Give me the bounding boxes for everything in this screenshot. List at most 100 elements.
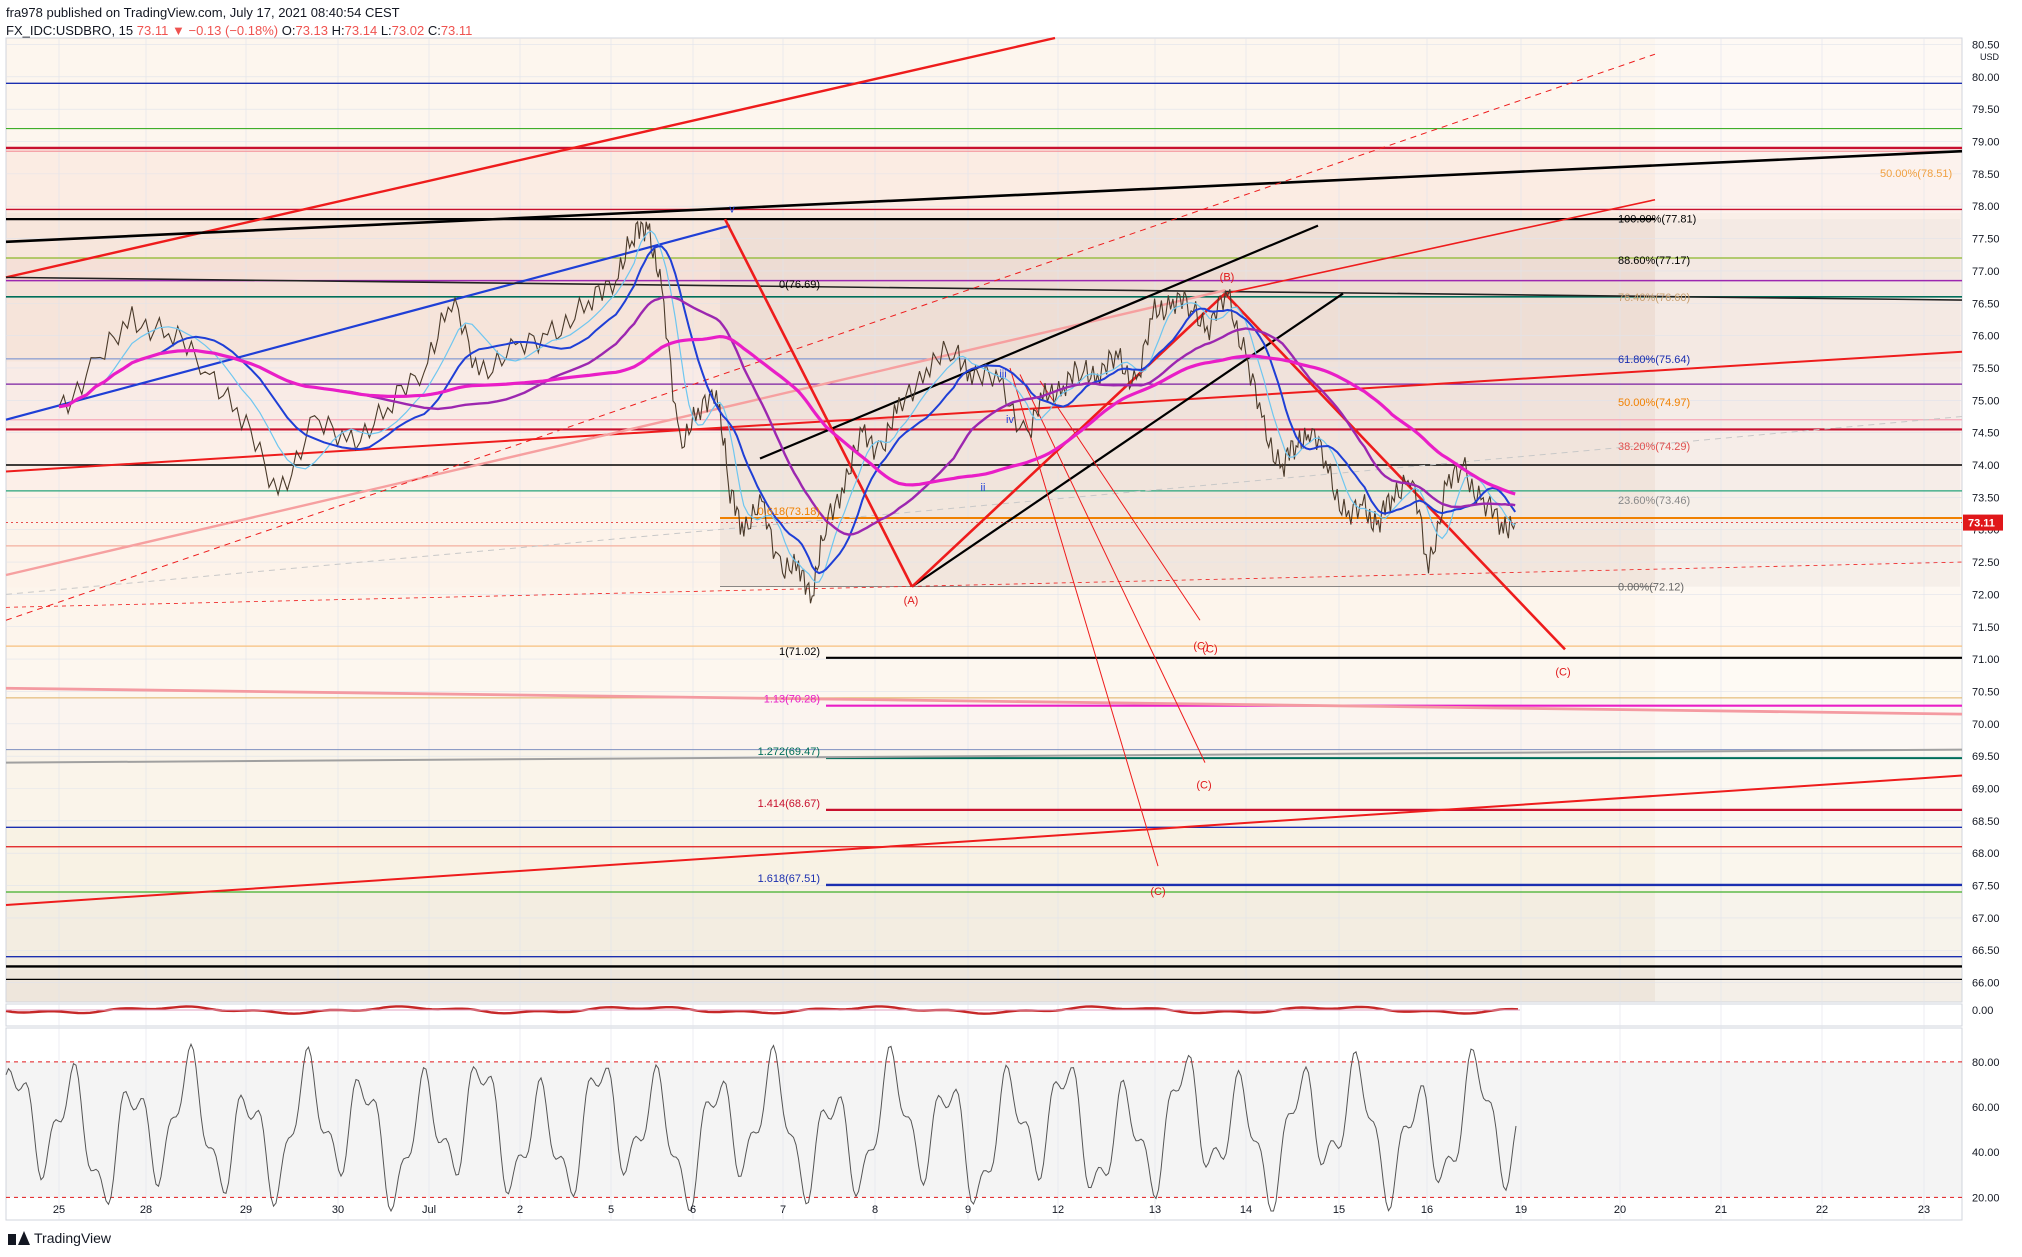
fib-extension-label: 1.618(67.51) — [758, 873, 820, 885]
time-tick-label: 21 — [1715, 1204, 1727, 1216]
trend-line — [1009, 367, 1159, 867]
rsi-tick-label: 20.00 — [1972, 1192, 2000, 1204]
ma-magenta-line — [58, 334, 1516, 496]
price-tick-label: 72.50 — [1972, 557, 2000, 569]
rsi-pane-frame — [5, 1027, 1963, 1221]
last-price-tag — [1963, 514, 2003, 531]
fib-extension-label: 1.272(69.47) — [758, 746, 820, 758]
trend-line — [1039, 380, 1201, 621]
zone-band — [6, 38, 1962, 148]
zone-band — [6, 257, 1962, 297]
rsi-band — [6, 1061, 1962, 1198]
time-tick-label: 2 — [517, 1204, 523, 1216]
fib-extension-label: 0.618(73.18) — [758, 506, 820, 518]
price-tick-label: 66.00 — [1972, 978, 2000, 990]
price-tick-label: 73.50 — [1972, 492, 2000, 504]
trend-line — [5, 149, 1963, 244]
price-tick-label: 67.00 — [1972, 913, 2000, 925]
wave-label: (C) — [1555, 666, 1570, 678]
fib-level-label: 0.00%(72.12) — [1618, 582, 1684, 594]
time-tick-label: 16 — [1421, 1204, 1433, 1216]
wave-label: (C) — [1150, 886, 1165, 898]
time-tick-label: 14 — [1240, 1204, 1252, 1216]
time-tick-label: 25 — [53, 1204, 65, 1216]
future-zone — [1655, 38, 1962, 1002]
drawing-layer[interactable] — [5, 36, 1963, 980]
price-tick-label: 69.50 — [1972, 751, 2000, 763]
zone-band — [6, 296, 1962, 362]
time-tick-label: Jul — [422, 1204, 436, 1216]
high-value: 73.14 — [344, 23, 378, 38]
wave-label: (C) — [1193, 640, 1208, 652]
price-tick-label: 75.00 — [1972, 395, 2000, 407]
publish-info: fra978 published on TradingView.com, Jul… — [6, 5, 400, 20]
axis-layer: 66.00 66.50 67.00 67.50 68.00 68.50 69.00 69.50… — [53, 39, 2003, 1216]
currency-label: USD — [1980, 52, 2000, 62]
price-tick-label: 79.00 — [1972, 137, 2000, 149]
trend-line — [759, 224, 1319, 460]
ma-purple-line — [58, 295, 1516, 536]
price-tick-label: 70.00 — [1972, 719, 2000, 731]
fib-level-label: 100.00%(77.81) — [1618, 214, 1696, 226]
zone-band — [6, 827, 1962, 893]
time-tick-label: 15 — [1333, 1204, 1345, 1216]
zone-band — [6, 490, 1962, 588]
time-tick-label: 19 — [1515, 1204, 1527, 1216]
trend-line — [1019, 374, 1206, 763]
trend-line — [5, 774, 1963, 906]
wave-label: v — [729, 204, 735, 216]
fib-level-label: 88.60%(77.17) — [1618, 255, 1690, 267]
tradingview-brand[interactable]: TradingView — [8, 1230, 111, 1246]
trend-line — [5, 224, 731, 421]
price-tick-label: 76.50 — [1972, 298, 2000, 310]
fib-level-label: 50.00%(74.97) — [1618, 397, 1690, 409]
rsi-tick-label: 40.00 — [1972, 1147, 2000, 1159]
price-tick-label: 79.50 — [1972, 104, 2000, 116]
ma-blue-line — [58, 245, 1517, 575]
change-value: −0.13 (−0.18%) — [188, 23, 279, 38]
wave-label: iii — [999, 369, 1006, 381]
label-layer: 100.00%(77.81) 88.60%(77.17) 76.40%(76.60)… — [729, 168, 1952, 898]
price-tick-label: 78.00 — [1972, 201, 2000, 213]
price-tick-label: 68.50 — [1972, 816, 2000, 828]
main-pane-frame — [5, 37, 1963, 1003]
fib-extension-label: 0(76.69) — [779, 279, 820, 291]
fib-extension-label: 1.13(70.28) — [764, 694, 820, 706]
change-arrow: ▼ — [171, 23, 185, 38]
price-tick-label: 74.50 — [1972, 428, 2000, 440]
trend-line — [5, 748, 1963, 764]
trend-line — [5, 53, 1656, 621]
price-tick-label: 68.00 — [1972, 848, 2000, 860]
time-tick-label: 13 — [1149, 1204, 1161, 1216]
fib-level-label: 61.80%(75.64) — [1618, 354, 1690, 366]
fib-level-label: 76.40%(76.60) — [1618, 292, 1690, 304]
time-tick-label: 12 — [1052, 1204, 1064, 1216]
wave-label: (B) — [1220, 272, 1235, 284]
time-tick-label: 8 — [872, 1204, 878, 1216]
price-series-line — [58, 220, 1516, 604]
symbol-name[interactable]: FX_IDC:USDBRO, 15 — [6, 23, 134, 38]
open-value: 73.13 — [295, 23, 329, 38]
macd-tick-label: 0.00 — [1972, 1005, 1993, 1017]
rsi-tick-label: 80.00 — [1972, 1057, 2000, 1069]
zone-band — [6, 587, 1962, 647]
macd-pane-frame — [5, 1003, 1963, 1027]
rsi-tick-label: 60.00 — [1972, 1102, 2000, 1114]
series-layer — [5, 220, 1962, 1213]
wave-label: (C) — [1196, 779, 1211, 791]
zone-band — [6, 969, 1962, 1002]
price-tick-label: 67.50 — [1972, 881, 2000, 893]
time-tick-label: 29 — [240, 1204, 252, 1216]
trend-line — [1224, 292, 1566, 651]
price-tick-label: 69.00 — [1972, 783, 2000, 795]
wave-label: (A) — [904, 595, 919, 607]
fib-level-label: 38.20%(74.29) — [1618, 441, 1690, 453]
price-tick-label: 80.50 — [1972, 39, 2000, 51]
zone-band — [6, 646, 1962, 698]
price-tick-label: 72.00 — [1972, 589, 2000, 601]
price-tick-label: 71.00 — [1972, 654, 2000, 666]
time-tick-label: 22 — [1816, 1204, 1828, 1216]
time-tick-label: 7 — [780, 1204, 786, 1216]
price-tick-label: 74.00 — [1972, 460, 2000, 472]
